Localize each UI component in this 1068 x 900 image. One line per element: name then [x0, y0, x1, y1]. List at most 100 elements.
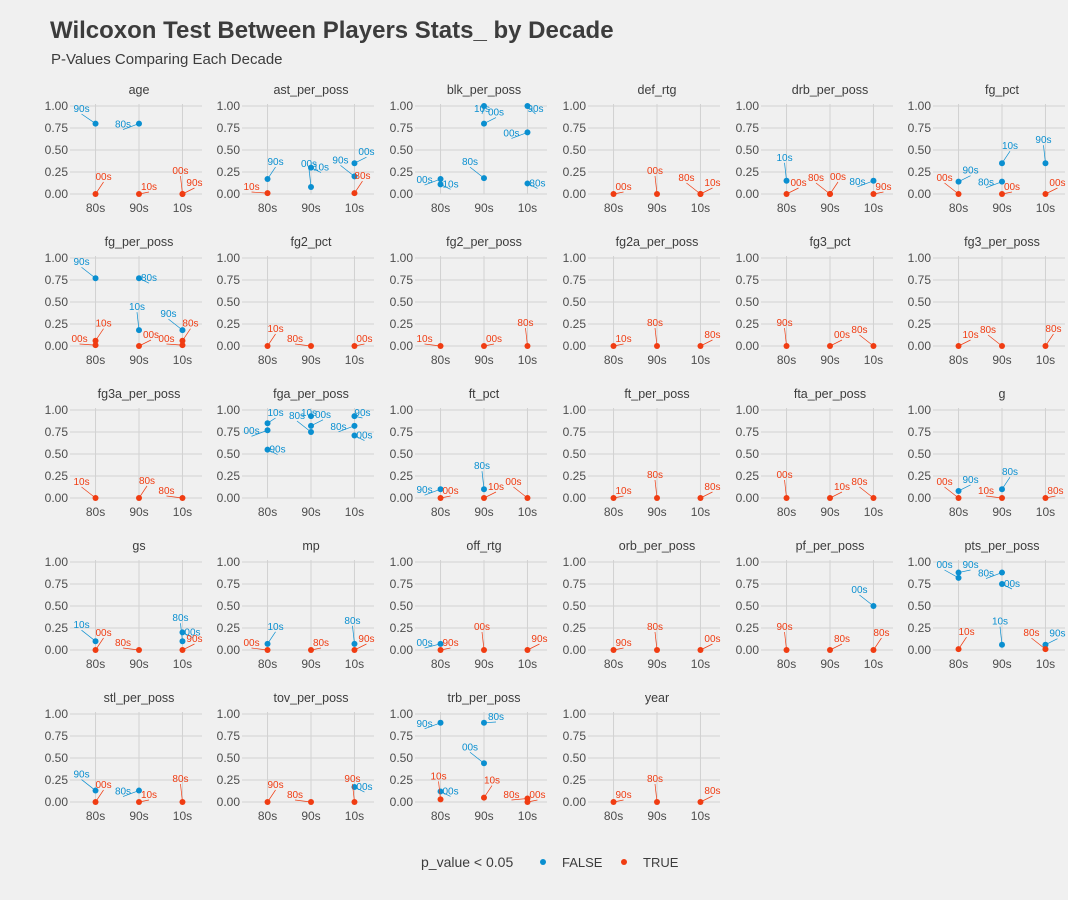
y-tick-label: 1.00 — [217, 99, 241, 113]
point-label: 10s — [95, 319, 111, 330]
point-label: 10s — [73, 620, 89, 631]
y-tick-label: 0.00 — [736, 491, 760, 505]
point-label: 00s — [936, 477, 952, 488]
data-point — [827, 647, 833, 653]
point-label: 80s — [172, 613, 188, 624]
y-tick-label: 0.25 — [563, 317, 587, 331]
point-label: 90s — [269, 445, 285, 456]
point-label: 80s — [851, 325, 867, 336]
data-point — [827, 343, 833, 349]
panel-title: stl_per_poss — [104, 691, 175, 705]
x-tick-label: 80s — [258, 809, 277, 823]
point-label: 80s — [139, 476, 155, 487]
data-point — [437, 640, 444, 647]
data-point — [481, 486, 487, 493]
data-point — [870, 177, 877, 184]
x-tick-label: 90s — [647, 353, 666, 367]
x-tick-label: 90s — [129, 657, 148, 671]
y-tick-label: 1.00 — [563, 555, 587, 569]
data-point — [955, 569, 962, 576]
data-point — [437, 788, 444, 795]
panel-title: ft_per_poss — [624, 387, 689, 401]
y-tick-label: 0.75 — [736, 121, 760, 135]
point-label: 90s — [442, 638, 458, 649]
data-point — [481, 794, 487, 801]
y-tick-label: 1.00 — [563, 403, 587, 417]
point-label: 90s — [332, 155, 348, 166]
data-point — [264, 446, 271, 453]
data-point — [136, 787, 142, 794]
point-label: 00s — [243, 638, 259, 649]
panel-title: gs — [132, 539, 145, 553]
point-label-leader — [654, 783, 658, 803]
data-point — [827, 191, 833, 197]
y-tick-label: 0.75 — [217, 273, 241, 287]
panel-stl_per_poss: stl_per_poss 0.00 0.25 0.50 0.75 1.00 80s 90s 10… — [45, 691, 202, 823]
point-label: 00s — [503, 128, 519, 139]
point-label: 10s — [834, 482, 850, 493]
data-point — [92, 191, 99, 197]
data-point — [1042, 641, 1049, 648]
data-point — [136, 799, 142, 805]
point-label: 10s — [978, 486, 994, 497]
x-tick-label: 80s — [431, 505, 450, 519]
y-tick-label: 1.00 — [390, 99, 414, 113]
y-tick-label: 0.75 — [217, 425, 241, 439]
data-point — [870, 191, 877, 197]
data-point — [1042, 495, 1049, 501]
y-tick-label: 0.25 — [390, 469, 414, 483]
point-label: 00s — [243, 426, 259, 437]
point-label: 90s — [344, 774, 360, 785]
y-tick-label: 0.00 — [390, 339, 414, 353]
y-tick-label: 0.50 — [736, 295, 760, 309]
y-tick-label: 0.00 — [908, 187, 932, 201]
panel-ft_per_poss: ft_per_poss 0.00 0.25 0.50 0.75 1.00 80s 90s 10s… — [563, 387, 721, 519]
y-tick-label: 0.00 — [908, 643, 932, 657]
y-tick-label: 0.25 — [908, 317, 932, 331]
y-tick-label: 0.50 — [390, 143, 414, 157]
x-tick-label: 10s — [345, 505, 364, 519]
x-tick-label: 80s — [258, 657, 277, 671]
data-point — [308, 183, 314, 190]
y-tick-label: 0.00 — [390, 795, 414, 809]
data-point — [654, 495, 660, 501]
point-label: 80s — [115, 120, 131, 131]
point-label: 10s — [243, 182, 259, 193]
x-tick-label: 10s — [173, 657, 192, 671]
data-point — [264, 640, 271, 647]
x-tick-label: 80s — [604, 505, 623, 519]
panel-title: fg2a_per_poss — [616, 235, 699, 249]
y-tick-label: 0.75 — [45, 729, 69, 743]
y-tick-label: 0.25 — [736, 317, 760, 331]
data-point — [1042, 160, 1049, 167]
y-tick-label: 0.00 — [390, 491, 414, 505]
x-tick-label: 80s — [258, 353, 277, 367]
data-point — [264, 420, 271, 427]
y-tick-label: 0.75 — [736, 577, 760, 591]
y-tick-label: 0.75 — [563, 577, 587, 591]
y-tick-label: 0.75 — [217, 729, 241, 743]
point-label: 90s — [186, 634, 202, 645]
point-label: 80s — [834, 634, 850, 645]
data-point — [179, 337, 186, 344]
y-tick-label: 0.75 — [563, 121, 587, 135]
x-tick-label: 80s — [258, 201, 277, 215]
y-tick-label: 0.00 — [563, 187, 587, 201]
x-tick-label: 90s — [474, 657, 493, 671]
data-point — [1042, 343, 1049, 349]
x-tick-label: 90s — [129, 353, 148, 367]
x-tick-label: 80s — [431, 657, 450, 671]
data-point — [437, 343, 444, 349]
point-label: 00s — [356, 334, 372, 345]
x-tick-label: 80s — [604, 353, 623, 367]
chart-title: Wilcoxon Test Between Players Stats_ by … — [50, 17, 614, 44]
panel-title: trb_per_poss — [448, 691, 521, 705]
legend: p_value < 0.05 FALSE TRUE — [421, 854, 679, 870]
data-point — [264, 799, 271, 805]
panel-title: ft_pct — [469, 387, 500, 401]
y-tick-label: 0.25 — [45, 165, 69, 179]
point-label: 00s — [158, 334, 174, 345]
data-point — [308, 422, 314, 429]
y-tick-label: 0.50 — [45, 751, 69, 765]
